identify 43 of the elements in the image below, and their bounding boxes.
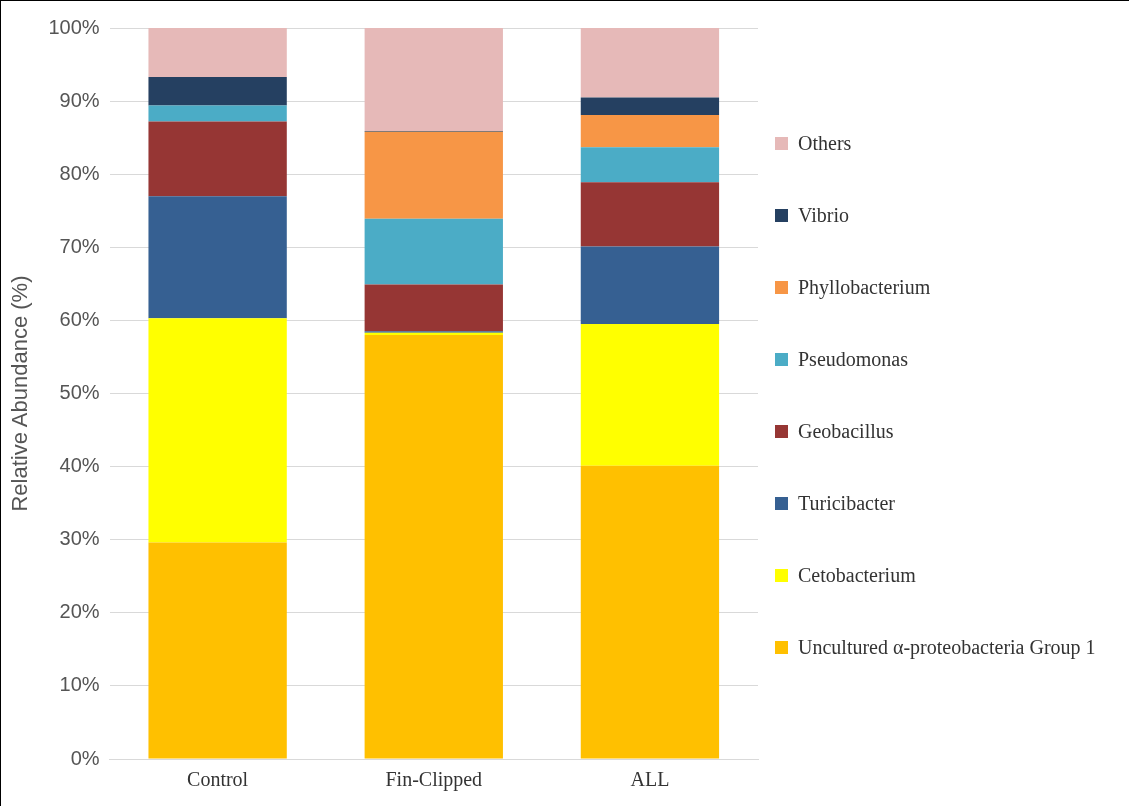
legend-label: Phyllobacterium <box>798 276 932 299</box>
bar <box>148 28 287 77</box>
bar <box>580 182 720 247</box>
y-tick-label: 60% <box>59 307 100 330</box>
y-tick-label: 80% <box>59 161 100 184</box>
x-tick-label: Control <box>187 768 249 791</box>
bar <box>580 97 720 115</box>
bar <box>148 76 287 106</box>
bar <box>580 28 720 98</box>
x-tick-label: Fin-Clipped <box>385 768 483 792</box>
legend-label: Geobacillus <box>798 420 895 443</box>
bar <box>580 114 720 148</box>
bar <box>580 324 720 466</box>
y-tick-label: 30% <box>59 527 100 550</box>
y-tick-label: 50% <box>59 381 100 404</box>
bar <box>364 28 503 132</box>
bar <box>148 318 287 543</box>
bar <box>148 542 287 759</box>
legend-label: Others <box>798 132 853 155</box>
bar <box>148 196 287 319</box>
legend-label: Vibrio <box>798 204 850 227</box>
legend-label: Cetobacterium <box>798 564 917 587</box>
y-tick-label: 40% <box>59 454 100 477</box>
bar <box>364 284 503 332</box>
bar <box>580 465 720 759</box>
y-tick-label: 90% <box>59 88 100 111</box>
legend-label: Pseudomonas <box>798 348 909 371</box>
y-axis-title: Relative Abundance (%) <box>7 275 33 512</box>
bar <box>148 105 287 122</box>
bar <box>364 218 503 285</box>
bar <box>364 335 503 759</box>
bar <box>580 246 720 325</box>
y-tick-label: 10% <box>59 673 100 696</box>
y-tick-label: 100% <box>48 15 100 38</box>
x-tick-label: ALL <box>630 768 670 791</box>
legend-label: Uncultured α-proteobacteria Group 1 <box>798 636 1097 659</box>
y-tick-label: 20% <box>59 600 100 623</box>
y-tick-label: 0% <box>70 746 100 769</box>
y-tick-label: 70% <box>59 234 100 257</box>
legend-label: Turicibacter <box>798 492 896 515</box>
bar <box>364 131 503 219</box>
bar <box>580 147 720 183</box>
bar <box>148 121 287 197</box>
